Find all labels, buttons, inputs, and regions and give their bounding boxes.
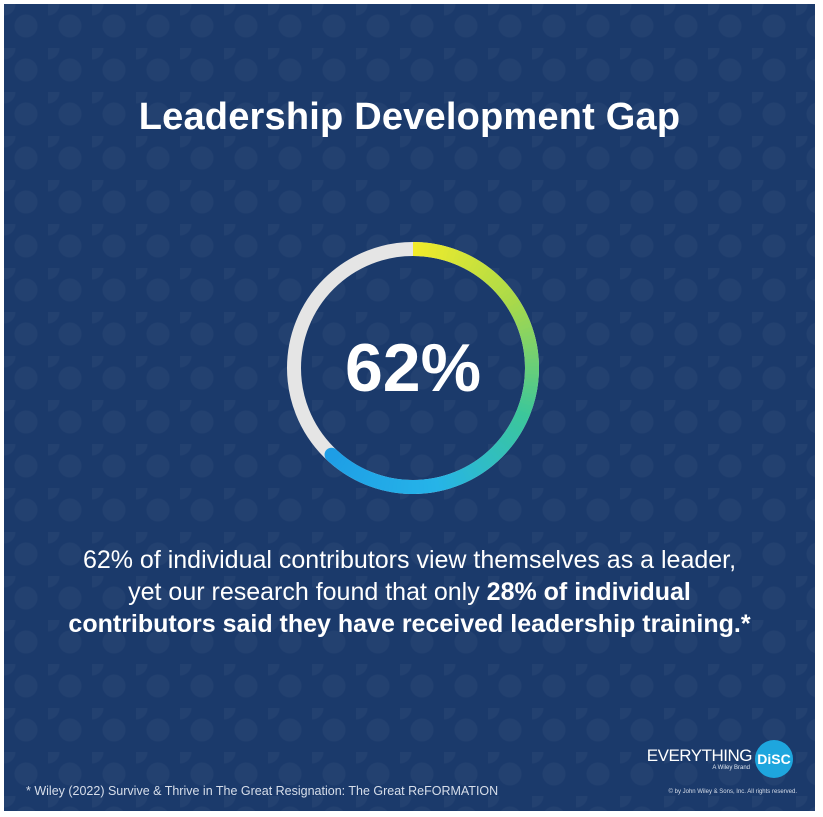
everything-disc-logo: EVERYTHING A Wiley Brand DiSC bbox=[647, 740, 793, 778]
ring-arc-end-cap bbox=[324, 447, 339, 462]
logo-word: EVERYTHING bbox=[646, 746, 753, 765]
logo-tagline: A Wiley Brand bbox=[712, 765, 750, 771]
infographic-card: Leadership Development Gap 62% 62% of in… bbox=[4, 4, 815, 811]
copyright: © by John Wiley & Sons, Inc. All rights … bbox=[668, 789, 797, 795]
stat-description: 62% of individual contributors view them… bbox=[64, 544, 755, 640]
progress-ring bbox=[287, 242, 540, 494]
page-title: Leadership Development Gap bbox=[138, 96, 681, 138]
description-text: 62% of individual contributors view them… bbox=[82, 546, 737, 606]
logo-wordmark: EVERYTHING A Wiley Brand bbox=[646, 746, 753, 772]
ring-progress-arc bbox=[324, 242, 540, 494]
description-bold-text: 28% of individual contributors said they… bbox=[68, 578, 751, 638]
disc-logo-icon: DiSC bbox=[755, 740, 793, 778]
footnote: * Wiley (2022) Survive & Thrive in The G… bbox=[26, 784, 499, 798]
stat-percentage: 62% bbox=[344, 330, 482, 406]
